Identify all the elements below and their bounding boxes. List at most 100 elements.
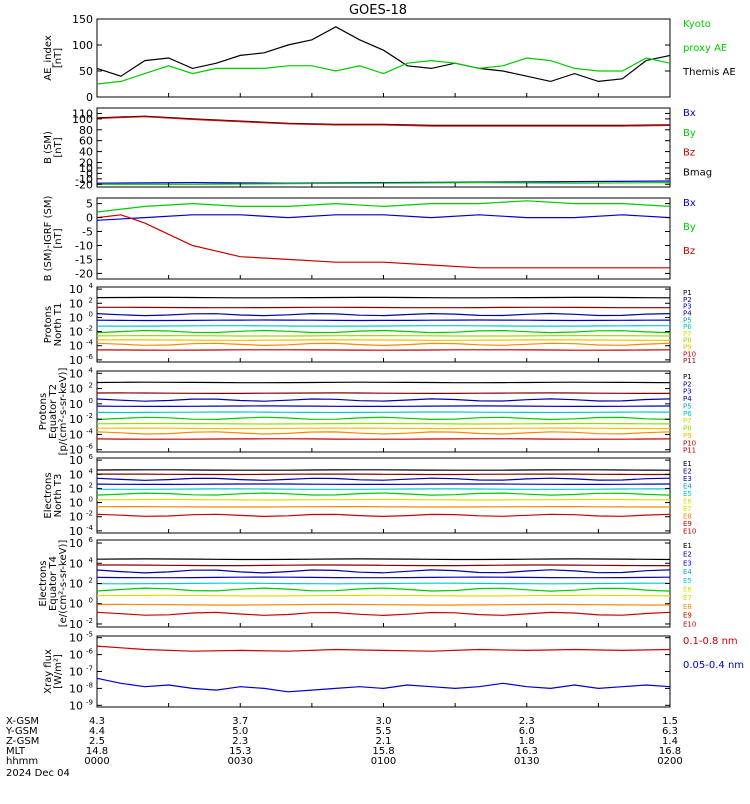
series-line <box>97 646 670 651</box>
y-tick-label: 10 <box>69 428 83 441</box>
y-tick-label: 10 <box>69 537 83 550</box>
legend-entry: Bx <box>683 108 696 119</box>
y-tick-exponent: -2 <box>86 325 93 333</box>
legend-entry: E10 <box>683 528 696 536</box>
series-line <box>97 493 670 495</box>
y-tick-exponent: 0 <box>89 397 93 405</box>
y-tick-label: 10 <box>69 311 83 324</box>
y-tick-label: 10 <box>69 682 83 695</box>
y-tick-exponent: 4 <box>89 556 94 564</box>
y-tick-label: 110 <box>72 107 93 120</box>
y-tick-exponent: 6 <box>89 453 94 461</box>
series-line <box>97 215 670 221</box>
series-line <box>97 393 670 394</box>
series-line <box>97 424 670 425</box>
y-axis-label: North T3 <box>53 474 64 518</box>
legend-entry: proxy AE <box>683 43 727 54</box>
y-tick-label: -5 <box>82 226 93 239</box>
panel-frame <box>97 108 670 187</box>
legend-entry: By <box>683 222 696 233</box>
y-tick-label: 10 <box>69 468 83 481</box>
y-tick-label: 10 <box>69 632 83 645</box>
legend-entry: 0.05-0.4 nm <box>683 660 744 671</box>
series-line <box>97 406 670 407</box>
series-line <box>97 320 670 321</box>
y-tick-label: 10 <box>69 482 83 495</box>
y-tick-exponent: 4 <box>89 467 94 475</box>
series-line <box>97 570 670 573</box>
plot-title: GOES-18 <box>349 3 407 18</box>
y-tick-label: -10 <box>75 239 93 252</box>
series-line <box>97 58 670 84</box>
y-tick-exponent: -4 <box>86 339 94 347</box>
y-tick-label: 10 <box>69 326 83 339</box>
y-tick-exponent: 0 <box>89 597 93 605</box>
legend-entry: E2 <box>683 551 692 559</box>
series-line <box>97 314 670 316</box>
series-line <box>97 559 670 560</box>
y-tick-label: 10 <box>69 413 83 426</box>
y-tick-label: -15 <box>75 253 93 266</box>
series-line <box>97 116 670 125</box>
legend-entry: E9 <box>683 612 692 620</box>
y-axis-label: [nT] <box>53 228 64 248</box>
y-tick-exponent: 2 <box>89 481 93 489</box>
y-tick-label: 10 <box>69 354 83 367</box>
legend-entry: E5 <box>683 577 692 585</box>
legend-entry: E1 <box>683 542 692 550</box>
panel-frame <box>97 371 670 452</box>
legend-entry: E6 <box>683 586 692 594</box>
axis-value: 0200 <box>657 756 682 767</box>
y-axis-label: [e/(cm²-s-sr-keV)] <box>58 540 69 628</box>
y-tick-label: 50 <box>79 65 93 78</box>
y-tick-label: 5 <box>86 198 93 211</box>
axis-value: 0100 <box>371 756 396 767</box>
legend-entry: P11 <box>683 447 696 455</box>
series-line <box>97 595 670 596</box>
legend-entry: Kyoto <box>683 19 711 30</box>
legend-entry: E10 <box>683 620 696 628</box>
series-line <box>97 678 670 692</box>
legend-entry: Themis AE <box>682 67 736 78</box>
y-tick-exponent: 0 <box>89 496 93 504</box>
series-line <box>97 577 670 578</box>
legend-entry: 0.1-0.8 nm <box>683 636 738 647</box>
y-tick-exponent: 0 <box>89 310 93 318</box>
y-tick-label: 10 <box>69 454 83 467</box>
y-tick-label: 0 <box>86 212 93 225</box>
y-tick-exponent: -7 <box>86 665 93 673</box>
y-tick-exponent: -2 <box>86 510 93 518</box>
y-tick-label: 10 <box>69 340 83 353</box>
y-tick-exponent: -2 <box>86 412 93 420</box>
y-tick-exponent: -2 <box>86 617 93 625</box>
axis-value: 0000 <box>84 756 109 767</box>
y-tick-label: 10 <box>69 398 83 411</box>
series-line <box>97 331 670 333</box>
y-tick-label: 10 <box>69 497 83 510</box>
y-tick-label: 100 <box>72 39 93 52</box>
y-tick-exponent: -6 <box>86 443 94 451</box>
series-line <box>97 417 670 419</box>
series-line <box>97 412 670 413</box>
series-line <box>97 565 670 566</box>
y-tick-exponent: 4 <box>89 282 94 290</box>
y-tick-exponent: -4 <box>86 427 94 435</box>
y-tick-exponent: -5 <box>86 631 93 639</box>
legend-entry: E7 <box>683 594 692 602</box>
y-axis-label: North T1 <box>53 303 64 347</box>
y-tick-label: 150 <box>72 13 93 26</box>
series-line <box>97 478 670 480</box>
legend-entry: Bz <box>683 148 695 159</box>
series-line <box>97 588 670 591</box>
y-tick-label: 10 <box>69 297 83 310</box>
panel-frame <box>97 19 670 97</box>
y-axis-label: [nT] <box>53 137 64 157</box>
